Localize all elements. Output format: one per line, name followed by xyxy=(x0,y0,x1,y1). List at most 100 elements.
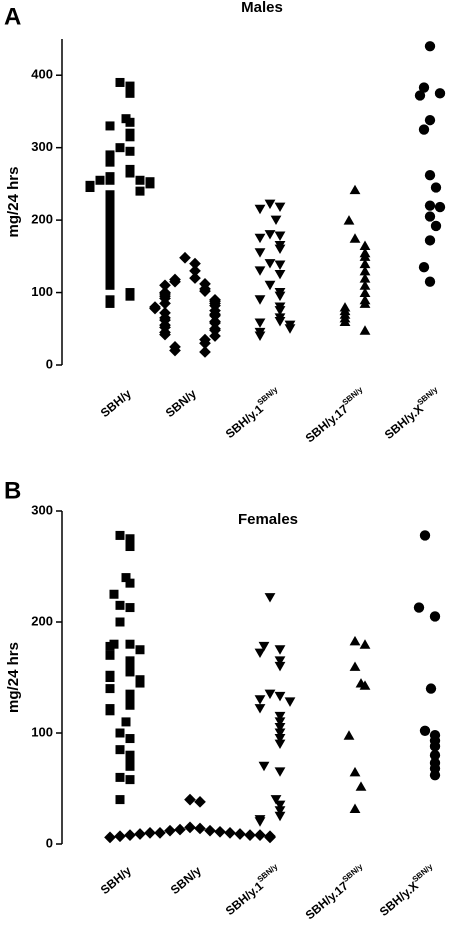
x-tick-label: SBN/y xyxy=(168,863,204,897)
data-point xyxy=(115,143,125,153)
data-point xyxy=(359,325,371,335)
data-point xyxy=(264,259,276,269)
data-point xyxy=(434,201,446,213)
category-name: SBH/y.1 xyxy=(223,402,266,442)
data-point xyxy=(349,803,361,813)
data-point xyxy=(284,697,296,707)
data-point xyxy=(224,827,236,839)
data-point xyxy=(274,711,286,722)
x-tick-label: SBH/y xyxy=(98,386,134,420)
data-point xyxy=(424,276,436,287)
data-point xyxy=(254,817,266,827)
category-name: SBH/y.X xyxy=(382,402,426,442)
data-point xyxy=(125,542,135,552)
category-name: SBH/y.X xyxy=(377,879,421,919)
y-tick-label: 300 xyxy=(31,139,53,154)
data-point xyxy=(105,298,115,308)
data-point xyxy=(270,795,282,805)
data-point xyxy=(274,269,286,280)
panel-label: A xyxy=(4,3,21,30)
data-point xyxy=(424,41,436,52)
y-tick-label: 300 xyxy=(31,502,53,517)
data-point xyxy=(274,728,286,738)
data-point xyxy=(149,302,161,315)
data-point xyxy=(125,146,135,156)
data-point xyxy=(274,317,286,327)
data-point xyxy=(424,211,436,222)
data-point xyxy=(349,184,361,195)
data-point xyxy=(419,725,431,736)
data-point xyxy=(274,244,286,255)
data-point xyxy=(254,829,266,841)
data-point xyxy=(145,179,155,189)
data-point xyxy=(359,240,371,250)
data-point xyxy=(115,745,125,755)
data-point xyxy=(254,318,266,328)
category-name: SBH/y xyxy=(98,386,134,420)
data-point xyxy=(125,291,135,301)
y-tick-label: 400 xyxy=(31,67,53,82)
data-point xyxy=(199,285,211,297)
data-point xyxy=(125,117,135,127)
data-point xyxy=(339,316,351,327)
data-point xyxy=(424,114,436,126)
category-superscript: SBN/y xyxy=(416,385,440,407)
data-point xyxy=(189,272,201,284)
data-point xyxy=(134,828,146,840)
data-point xyxy=(343,215,355,225)
y-tick-label: 100 xyxy=(31,284,53,299)
data-point xyxy=(359,258,371,269)
data-point xyxy=(274,734,286,744)
data-point xyxy=(418,262,430,273)
category-name: SBH/y.17 xyxy=(303,402,351,446)
x-tick-label: SBH/y.XSBN/y xyxy=(376,862,440,919)
data-point xyxy=(125,81,135,91)
data-point xyxy=(125,639,135,649)
category-superscript: SBN/y xyxy=(341,862,365,884)
x-tick-label: SBH/y.17SBN/y xyxy=(301,385,369,446)
data-point xyxy=(104,831,116,844)
data-point xyxy=(429,770,441,781)
data-point xyxy=(105,650,115,660)
data-point xyxy=(274,806,286,816)
data-point xyxy=(115,728,125,738)
data-point xyxy=(135,175,145,185)
data-point xyxy=(114,830,126,843)
data-point xyxy=(125,578,135,588)
data-point xyxy=(349,766,361,777)
y-axis-label: mg/24 hrs xyxy=(5,167,22,238)
data-point xyxy=(209,330,221,342)
data-point xyxy=(258,641,270,652)
category-name: SBH/y.1 xyxy=(223,879,266,919)
data-point xyxy=(274,800,286,811)
data-point xyxy=(254,248,266,258)
data-point xyxy=(343,730,355,740)
y-tick-label: 0 xyxy=(46,835,53,850)
x-tick-label: SBH/y.1SBN/y xyxy=(222,385,285,441)
category-superscript: SBN/y xyxy=(256,862,280,884)
data-point xyxy=(425,683,437,694)
data-point xyxy=(359,280,371,290)
data-point xyxy=(105,706,115,716)
data-point xyxy=(349,233,361,243)
category-name: SBN/y xyxy=(168,863,204,897)
data-point xyxy=(274,717,286,727)
data-point xyxy=(154,827,166,839)
data-point xyxy=(115,600,125,610)
data-point xyxy=(189,264,201,277)
data-point xyxy=(121,573,131,583)
data-point xyxy=(109,589,119,599)
data-point xyxy=(424,235,436,246)
data-point xyxy=(125,761,135,771)
data-point xyxy=(413,602,425,613)
data-point xyxy=(264,280,276,291)
data-point xyxy=(115,772,125,782)
data-point xyxy=(254,266,266,276)
data-point xyxy=(418,82,430,93)
data-point xyxy=(274,645,286,655)
data-point xyxy=(264,689,276,700)
x-tick-label: SBH/y.17SBN/y xyxy=(301,862,369,923)
data-point xyxy=(144,827,156,839)
data-point xyxy=(254,648,266,659)
data-point xyxy=(254,704,266,714)
